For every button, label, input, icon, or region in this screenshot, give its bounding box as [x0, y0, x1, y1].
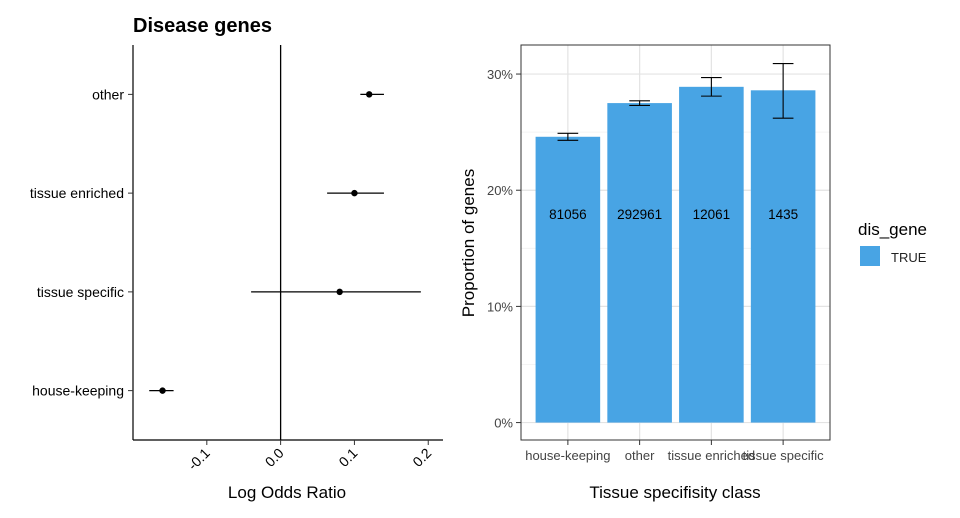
x-tick-label-3: 0.2: [409, 445, 434, 470]
bar-tissue-enriched: [679, 86, 744, 423]
bar-label-house-keeping: 81056: [549, 207, 587, 222]
x-tick-label-other: other: [625, 448, 655, 463]
x-tick-label-tissue-specific: tissue specific: [743, 448, 824, 463]
point-tissue-specific: [336, 288, 343, 296]
x-tick-label-0: -0.1: [185, 445, 214, 474]
forest-plot-panel: Disease genes other tissue enriched tissue…: [30, 15, 443, 502]
bar-house-keeping: [535, 136, 601, 423]
y-tick-label-2: 20%: [487, 183, 513, 198]
bar-label-other: 292961: [617, 207, 662, 222]
y-tick-label-0: 0%: [494, 416, 513, 431]
point-tissue-enriched: [351, 189, 358, 197]
bar-label-tissue-specific: 1435: [768, 207, 798, 222]
y-tick-label-tissue-specific: tissue specific: [37, 284, 124, 300]
legend: dis_gene TRUE: [858, 220, 927, 266]
forest-x-axis-label: Log Odds Ratio: [228, 483, 346, 502]
bar-x-axis-label: Tissue specifisity class: [589, 483, 760, 502]
forest-plot-marks: [149, 45, 421, 440]
x-tick-label-1: 0.0: [262, 445, 287, 470]
y-tick-label-house-keeping: house-keeping: [32, 383, 124, 399]
y-tick-label-tissue-enriched: tissue enriched: [30, 185, 124, 201]
y-tick-label-3: 30%: [487, 67, 513, 82]
bar-chart-panel: 81056 292961 12061 1435 0% 10% 20% 30% house-k…: [459, 44, 831, 502]
point-other: [365, 91, 373, 98]
legend-entry-true: TRUE: [891, 250, 927, 265]
bar-other: [607, 103, 672, 423]
point-house-keeping: [159, 387, 166, 394]
forest-plot-title: Disease genes: [133, 15, 272, 37]
y-tick-label-1: 10%: [487, 299, 513, 314]
bar-marks: 81056 292961 12061 1435: [535, 63, 816, 423]
y-tick-label-other: other: [92, 86, 124, 102]
forest-x-ticks: -0.1 0.0 0.1 0.2: [185, 440, 435, 473]
bar-panel-border: [520, 44, 831, 441]
bar-y-ticks: 0% 10% 20% 30%: [487, 67, 521, 431]
bar-tissue-specific: [750, 90, 816, 423]
x-tick-label-tissue-enriched: tissue enriched: [668, 448, 755, 463]
x-tick-label-2: 0.1: [335, 445, 360, 470]
bar-y-axis-label: Proportion of genes: [459, 169, 478, 317]
bar-label-tissue-enriched: 12061: [693, 207, 731, 222]
x-tick-label-house-keeping: house-keeping: [525, 448, 610, 463]
forest-y-tick-labels: other tissue enriched tissue specific house…: [30, 86, 133, 399]
legend-swatch-true: [860, 246, 880, 266]
legend-title: dis_gene: [858, 220, 927, 239]
bar-x-ticks: house-keeping other tissue enrichedtissue …: [525, 440, 824, 463]
